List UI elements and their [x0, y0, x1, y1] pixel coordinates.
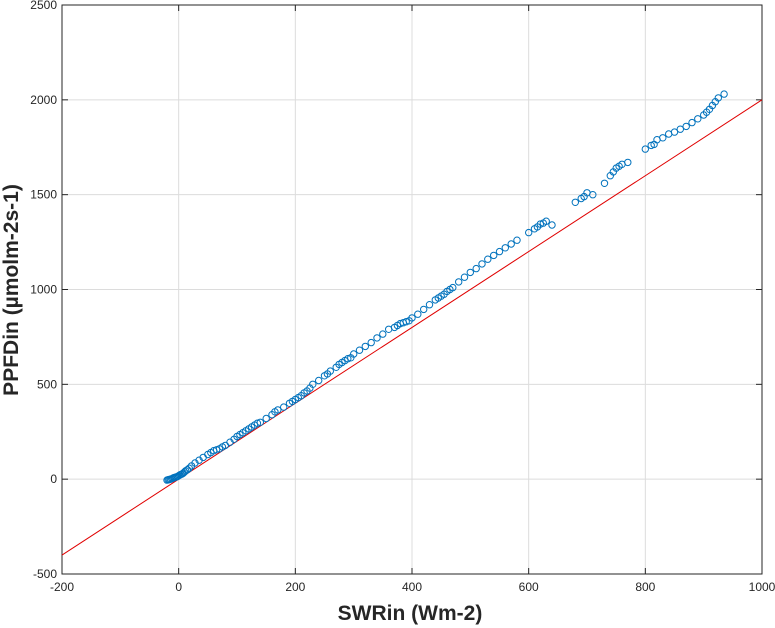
data-point [367, 338, 375, 347]
data-point [694, 115, 702, 123]
x-tick-label: 800 [635, 580, 655, 594]
data-point [525, 228, 533, 237]
axis-ticks [61, 4, 763, 575]
y-tick-label: 2000 [30, 93, 57, 107]
data-point [402, 318, 410, 326]
data-point [414, 310, 422, 318]
x-tick-label: 1000 [749, 580, 775, 594]
data-point [183, 466, 192, 474]
data-point [589, 191, 597, 199]
y-tick-label: 500 [37, 377, 57, 391]
y-tick-label: 0 [50, 472, 57, 486]
data-point [472, 264, 480, 273]
data-point [309, 380, 317, 388]
x-axis-label: SWRin (Wm-2) [338, 602, 483, 625]
data-point [355, 346, 364, 354]
data-point [326, 367, 334, 375]
data-point [495, 247, 504, 256]
y-tick-label: -500 [33, 567, 57, 581]
data-point [536, 220, 544, 228]
y-tick-label: 1500 [30, 188, 57, 202]
data-point [501, 244, 509, 252]
data-point [670, 128, 679, 136]
data-point [513, 236, 521, 244]
data-point [253, 419, 262, 427]
data-point [350, 350, 358, 358]
data-point [484, 255, 492, 263]
data-point [490, 251, 498, 260]
data-point [425, 301, 434, 309]
data-point [344, 355, 352, 363]
data-point [185, 464, 193, 472]
data-point [455, 278, 463, 286]
data-point [676, 125, 684, 133]
data-point [507, 240, 515, 248]
data-point [720, 90, 728, 98]
data-point [460, 273, 469, 281]
data-point [641, 145, 649, 153]
x-tick-label: 0 [175, 580, 182, 594]
y-tick-label: 1000 [30, 283, 57, 297]
data-point [274, 406, 282, 414]
data-point [659, 134, 667, 142]
data-point [466, 268, 474, 277]
data-point [420, 305, 428, 314]
data-point [548, 221, 556, 229]
data-point [379, 330, 387, 338]
data-point [682, 122, 690, 131]
x-tick-label: 400 [402, 580, 422, 594]
data-point [478, 260, 486, 268]
data-point [542, 217, 550, 225]
data-point [600, 179, 609, 188]
data-point [408, 314, 416, 322]
data-point [571, 198, 579, 207]
data-point [624, 158, 632, 167]
x-tick-label: 600 [519, 580, 539, 594]
scatter-points [163, 90, 728, 484]
data-point [449, 283, 457, 292]
x-tick-label: 200 [285, 580, 305, 594]
data-point [688, 118, 696, 127]
data-point [262, 414, 270, 423]
y-axis-label: PPFDin (µmolm-2s-1) [0, 184, 23, 396]
data-point [714, 94, 722, 102]
data-point [280, 403, 288, 411]
data-point [256, 418, 264, 426]
y-tick-label: 2500 [30, 0, 57, 12]
data-point [361, 342, 369, 351]
tick-labels: -200 0 200 400 600 800 1000 -500 0 500 1000 1500 200… [30, 0, 775, 594]
x-tick-label: -200 [50, 580, 74, 594]
data-point [373, 334, 381, 342]
data-point [315, 376, 323, 385]
